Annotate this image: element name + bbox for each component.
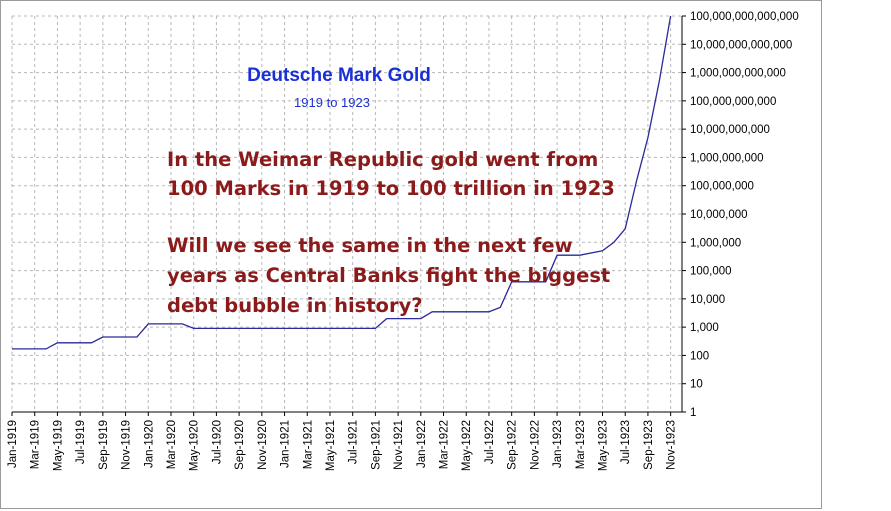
x-tick-label: Mar-1923 bbox=[575, 420, 587, 469]
x-tick-label: May-1922 bbox=[461, 420, 473, 471]
x-tick-label: Sep-1923 bbox=[643, 420, 655, 470]
x-tick-label: May-1920 bbox=[189, 420, 201, 471]
y-tick-labels: 1 10 100 1,000 10,000 100,000 1,000,000 10,000,… bbox=[690, 11, 799, 419]
annotation-line-6: debt bubble in history? bbox=[167, 294, 423, 317]
x-tick-label: Jul-1923 bbox=[620, 420, 632, 464]
x-tick-label: Jul-1920 bbox=[211, 420, 223, 464]
x-tick-label: Nov-1920 bbox=[257, 420, 269, 470]
x-tick-label: Sep-1921 bbox=[370, 420, 382, 470]
y-tick-label: 10,000,000,000,000 bbox=[690, 39, 792, 51]
y-tick-label: 1,000 bbox=[690, 322, 719, 334]
x-tick-label: Jul-1919 bbox=[75, 420, 87, 464]
x-tick-label: May-1923 bbox=[598, 420, 610, 471]
x-tick-label: Jan-1920 bbox=[143, 420, 155, 468]
y-tick-label: 100 bbox=[690, 350, 709, 362]
x-tick-label: Jan-1923 bbox=[552, 420, 564, 468]
axis-layer bbox=[11, 15, 686, 416]
y-tick-label: 10,000 bbox=[690, 294, 725, 306]
gold-price-line bbox=[12, 15, 672, 350]
chart-subtitle: 1919 to 1923 bbox=[294, 95, 370, 110]
y-tick-label: 10,000,000,000 bbox=[690, 124, 770, 136]
x-tick-label: Mar-1922 bbox=[439, 420, 451, 469]
y-tick-label: 100,000,000,000 bbox=[690, 96, 776, 108]
x-tick-label: Jul-1922 bbox=[484, 420, 496, 464]
y-tick-label: 1,000,000 bbox=[690, 237, 741, 249]
annotation-line-2: 100 Marks in 1919 to 100 trillion in 192… bbox=[167, 177, 615, 200]
y-tick-label: 1 bbox=[690, 407, 696, 419]
annotation-line-1: In the Weimar Republic gold went from bbox=[167, 148, 598, 171]
x-tick-label: Sep-1922 bbox=[507, 420, 519, 470]
x-tick-label: Sep-1919 bbox=[98, 420, 110, 470]
x-tick-label: Jul-1921 bbox=[348, 420, 360, 464]
x-tick-label: May-1919 bbox=[52, 420, 64, 471]
annotation-line-4: Will we see the same in the next few bbox=[167, 234, 573, 257]
x-tick-label: Nov-1921 bbox=[393, 420, 405, 470]
line-layer bbox=[12, 15, 672, 350]
annotation-line-5: years as Central Banks fight the biggest bbox=[167, 264, 610, 287]
x-tick-label: May-1921 bbox=[325, 420, 337, 471]
x-tick-label: Nov-1922 bbox=[529, 420, 541, 470]
y-tick-label: 100,000,000,000,000 bbox=[690, 11, 799, 23]
x-tick-label: Sep-1920 bbox=[234, 420, 246, 470]
y-tick-label: 10,000,000 bbox=[690, 209, 748, 221]
x-tick-label: Mar-1919 bbox=[30, 420, 42, 469]
x-tick-label: Mar-1920 bbox=[166, 420, 178, 469]
annotation-block: In the Weimar Republic gold went from 10… bbox=[167, 148, 615, 317]
chart-title: Deutsche Mark Gold bbox=[247, 65, 431, 86]
y-tick-label: 1,000,000,000 bbox=[690, 152, 764, 164]
chart-frame bbox=[0, 0, 822, 509]
x-tick-label: Jan-1921 bbox=[280, 420, 292, 468]
y-tick-label: 1,000,000,000,000 bbox=[690, 68, 786, 80]
x-tick-label: Nov-1923 bbox=[666, 420, 678, 470]
x-tick-label: Mar-1921 bbox=[302, 420, 314, 469]
x-tick-label: Nov-1919 bbox=[121, 420, 133, 470]
y-tick-label: 100,000,000 bbox=[690, 181, 754, 193]
y-tick-label: 100,000 bbox=[690, 266, 732, 278]
x-tick-labels: Jan-1919 Mar-1919 May-1919 Jul-1919 Sep-1919… bbox=[7, 420, 678, 471]
y-tick-label: 10 bbox=[690, 379, 703, 391]
x-tick-label: Jan-1919 bbox=[7, 420, 19, 468]
x-tick-label: Jan-1922 bbox=[416, 420, 428, 468]
